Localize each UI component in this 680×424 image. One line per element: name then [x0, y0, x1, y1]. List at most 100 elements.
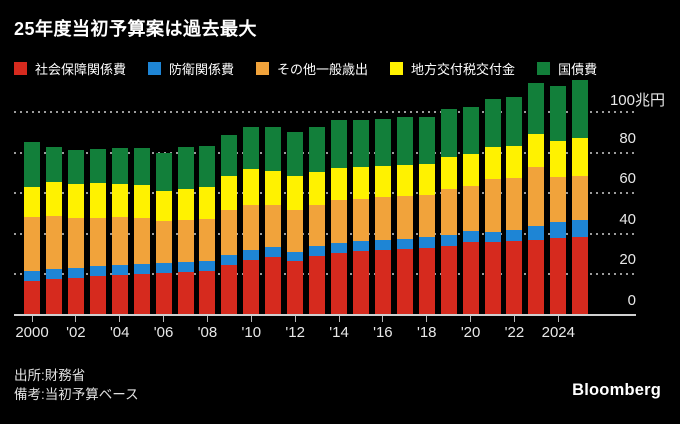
bar-segment — [506, 96, 523, 146]
x-axis-label: '08 — [197, 324, 218, 341]
bar-segment — [528, 240, 545, 315]
bar-segment — [374, 239, 391, 251]
x-axis-label: '22 — [504, 324, 525, 341]
x-axis-tick — [75, 316, 77, 322]
bar-segment — [396, 164, 413, 197]
bar-segment — [331, 243, 348, 254]
bar-segment — [221, 210, 238, 255]
bar-segment — [287, 209, 304, 252]
legend-swatch-icon — [537, 62, 551, 75]
bar-segment — [506, 241, 523, 315]
bar-segment — [45, 146, 62, 182]
bar-segment — [155, 191, 172, 221]
bar-segment — [199, 270, 216, 315]
x-axis-tick — [338, 316, 340, 322]
y-axis-label: 0 — [627, 292, 636, 309]
bar-segment — [67, 218, 84, 268]
bar-segment — [265, 247, 282, 257]
bar-segment — [550, 141, 567, 178]
chart-title: 25年度当初予算案は過去最大 — [14, 19, 258, 39]
bar-segment — [89, 276, 106, 315]
bar-segment — [484, 146, 501, 180]
legend-item: 国債費 — [537, 59, 597, 78]
bar-segment — [374, 166, 391, 198]
bar-segment — [418, 195, 435, 238]
footnotes: 出所:財務省 備考:当初予算ベース — [14, 367, 139, 404]
bar-segment — [528, 82, 545, 135]
bar-segment — [309, 255, 326, 315]
bar-segment — [550, 222, 567, 239]
bar-segment — [309, 246, 326, 256]
bar-segment — [45, 279, 62, 315]
x-axis-tick — [119, 316, 121, 322]
bar-segment — [462, 242, 479, 315]
bar-segment — [24, 217, 40, 271]
bar-segment — [462, 231, 479, 243]
bar-segment — [67, 267, 84, 278]
x-axis-tick — [206, 316, 208, 322]
bar-segment — [89, 148, 106, 183]
bar-segment — [440, 245, 457, 315]
bar-segment — [67, 149, 84, 184]
legend-label: 社会保障関係費 — [35, 62, 127, 77]
bar-segment — [133, 263, 150, 274]
bar-segment — [265, 256, 282, 315]
bar-segment — [352, 251, 369, 315]
bar-segment — [221, 254, 238, 265]
legend: 社会保障関係費 防衛関係費 その他一般歳出 地方交付税交付金 国債費 — [14, 59, 597, 78]
bar-segment — [309, 205, 326, 247]
bar-segment — [199, 218, 216, 261]
bar-segment — [155, 220, 172, 264]
bar-segment — [309, 172, 326, 206]
bar-segment — [133, 218, 150, 264]
bar-segment — [506, 145, 523, 179]
bar-segment — [155, 273, 172, 315]
y-axis-label: 20 — [619, 251, 636, 269]
bar-segment — [528, 167, 545, 227]
x-axis-label: '18 — [416, 324, 437, 341]
x-axis-tick — [426, 316, 428, 322]
bar-segment — [89, 218, 106, 267]
bar-segment — [331, 200, 348, 244]
bar-segment — [24, 187, 40, 218]
axis-baseline — [14, 314, 636, 316]
bar-segment — [374, 197, 391, 240]
source-note: 出所:財務省 — [14, 368, 86, 383]
bar-segment — [24, 142, 40, 188]
bar-segment — [484, 98, 501, 147]
bar-segment — [287, 261, 304, 315]
bar-segment — [111, 274, 128, 315]
y-axis-label: 60 — [619, 170, 636, 188]
bar-segment — [528, 226, 545, 241]
bar-segment — [45, 215, 62, 270]
bar-segment — [221, 135, 238, 177]
bloomberg-logo: Bloomberg — [572, 381, 661, 399]
bar-segment — [572, 137, 589, 177]
bar-segment — [462, 186, 479, 232]
bar-segment — [111, 217, 128, 265]
bar-segment — [111, 148, 128, 184]
legend-swatch-icon — [148, 62, 162, 75]
bar-segment — [572, 80, 589, 138]
bar-segment — [111, 183, 128, 218]
x-axis-tick — [31, 316, 33, 322]
bar-segment — [440, 156, 457, 190]
x-axis-label: '14 — [329, 324, 349, 341]
bar-segment — [396, 249, 413, 315]
bar-segment — [396, 117, 413, 165]
bar-segment — [45, 181, 62, 216]
bar-segment — [287, 176, 304, 210]
bar-segment — [484, 231, 501, 243]
x-axis-label: '20 — [460, 324, 481, 341]
bar-segment — [352, 167, 369, 199]
bar-segment — [550, 177, 567, 223]
legend-swatch-icon — [390, 62, 404, 75]
bar-segment — [462, 154, 479, 187]
x-axis-label: '02 — [66, 324, 86, 341]
bar-segment — [352, 198, 369, 241]
bar-segment — [331, 120, 348, 168]
bar-segment — [177, 272, 194, 315]
bar-segment — [265, 205, 282, 247]
bar-segment — [67, 277, 84, 315]
